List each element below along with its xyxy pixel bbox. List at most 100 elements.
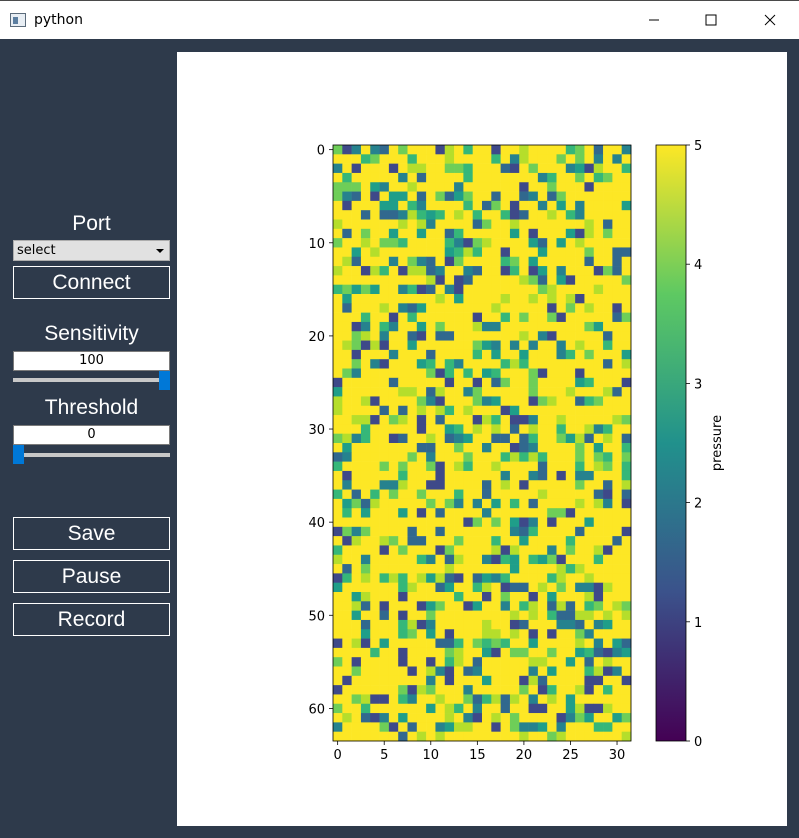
sensitivity-slider[interactable]: [13, 378, 170, 382]
heatmap-cell: [565, 731, 576, 742]
heatmap-cell: [603, 601, 613, 611]
heatmap-cell: [556, 210, 567, 220]
heatmap-cell: [482, 200, 492, 211]
heatmap-cell: [537, 666, 548, 677]
heatmap-cell: [603, 359, 613, 369]
heatmap-cell: [454, 424, 464, 434]
sensitivity-slider-handle[interactable]: [159, 371, 170, 390]
heatmap-cell: [528, 377, 539, 388]
connect-button[interactable]: Connect: [13, 266, 170, 299]
heatmap-cell: [388, 694, 399, 705]
y-tick-label: 40: [308, 516, 325, 531]
heatmap-cell: [333, 331, 343, 341]
heatmap-cell: [398, 675, 408, 686]
heatmap-cell: [565, 154, 576, 164]
heatmap-cell: [565, 536, 576, 546]
heatmap-cell: [435, 498, 446, 509]
heatmap-cell: [565, 387, 576, 397]
maximize-icon[interactable]: [688, 1, 734, 39]
sensitivity-field[interactable]: 100: [13, 351, 170, 371]
heatmap-cell: [426, 210, 436, 220]
heatmap-cell: [519, 377, 529, 388]
heatmap-cell: [407, 573, 418, 583]
heatmap-cell: [351, 554, 362, 565]
heatmap-cell: [472, 154, 483, 164]
heatmap-cell: [603, 685, 613, 695]
heatmap-cell: [388, 443, 399, 453]
heatmap-cell: [612, 172, 622, 183]
heatmap-cell: [500, 461, 511, 472]
heatmap-cell: [519, 601, 529, 611]
heatmap-cell: [547, 666, 557, 677]
heatmap-cell: [416, 638, 427, 649]
heatmap-cell: [435, 415, 446, 425]
heatmap-cell: [537, 275, 548, 285]
heatmap-cell: [463, 619, 473, 630]
heatmap-cell: [463, 163, 473, 174]
heatmap-cell: [500, 396, 511, 407]
heatmap-cell: [603, 489, 613, 500]
heatmap-cell: [333, 685, 343, 695]
heatmap-cell: [603, 182, 613, 192]
heatmap-cell: [603, 703, 613, 714]
chevron-down-icon: [156, 249, 164, 253]
heatmap-cell: [333, 284, 343, 295]
heatmap-cell: [556, 200, 567, 211]
heatmap-cell: [612, 359, 622, 369]
heatmap-cell: [370, 359, 380, 369]
heatmap-cell: [360, 657, 371, 667]
heatmap-cell: [556, 536, 567, 546]
pause-button[interactable]: Pause: [13, 560, 170, 593]
threshold-slider[interactable]: [13, 453, 170, 457]
heatmap-cell: [435, 172, 446, 183]
heatmap-cell: [593, 443, 604, 453]
heatmap-cell: [509, 210, 520, 220]
close-icon[interactable]: [747, 1, 793, 39]
record-button[interactable]: Record: [13, 603, 170, 636]
heatmap-cell: [603, 452, 613, 462]
heatmap-cell: [333, 145, 343, 155]
heatmap-cell: [398, 266, 408, 276]
heatmap-cell: [603, 191, 613, 202]
heatmap-cell: [593, 424, 604, 434]
heatmap-cell: [575, 228, 585, 239]
heatmap-cell: [472, 256, 483, 267]
heatmap-cell: [333, 415, 343, 425]
minimize-icon[interactable]: [631, 1, 677, 39]
threshold-slider-handle[interactable]: [13, 445, 24, 464]
heatmap-cell: [444, 452, 455, 462]
heatmap-cell: [398, 275, 408, 285]
heatmap-cell: [416, 387, 427, 397]
heatmap-cell: [603, 303, 613, 313]
heatmap-cell: [547, 182, 557, 192]
heatmap-cell: [509, 638, 520, 649]
heatmap-cell: [472, 415, 483, 425]
heatmap-cell: [379, 694, 390, 705]
save-button[interactable]: Save: [13, 517, 170, 550]
heatmap-cell: [398, 461, 408, 472]
heatmap-cell: [565, 359, 576, 369]
threshold-field[interactable]: 0: [13, 425, 170, 445]
heatmap-cell: [603, 508, 613, 518]
heatmap-cell: [351, 368, 362, 379]
colorbar-tick-label: 3: [694, 377, 702, 392]
heatmap-cell: [603, 647, 613, 658]
heatmap-cell: [435, 163, 446, 174]
heatmap-cell: [547, 294, 557, 304]
heatmap-cell: [472, 331, 483, 341]
heatmap-cell: [435, 573, 446, 583]
heatmap-cell: [407, 713, 418, 723]
heatmap-cell: [360, 592, 371, 602]
heatmap-cell: [435, 731, 446, 742]
heatmap-cell: [509, 592, 520, 602]
heatmap-cell: [556, 191, 567, 202]
heatmap-cell: [500, 657, 511, 667]
y-tick-label: 20: [308, 330, 325, 345]
heatmap-cell: [491, 340, 501, 351]
heatmap-cell: [612, 657, 622, 667]
heatmap-cell: [388, 219, 399, 230]
heatmap-cell: [575, 331, 585, 341]
heatmap-cell: [454, 359, 464, 369]
port-select[interactable]: select: [13, 240, 170, 261]
